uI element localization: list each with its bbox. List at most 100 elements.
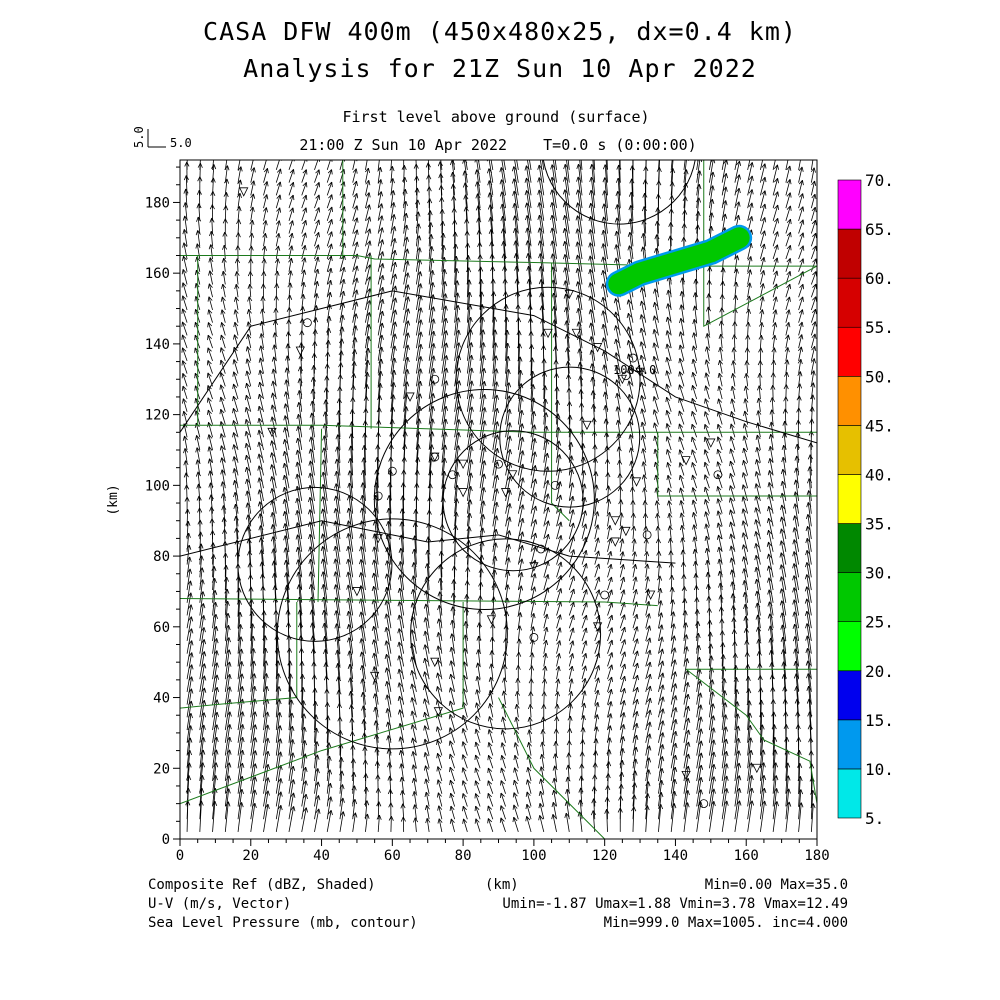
wind-vector-head: [220, 309, 223, 315]
wind-vector: [530, 465, 536, 489]
wind-vector: [237, 636, 242, 667]
wind-vector-head: [328, 206, 333, 211]
wind-vector-head: [262, 220, 267, 225]
wind-vector: [361, 665, 366, 692]
wind-vector: [416, 344, 422, 374]
wind-vector-head: [309, 412, 313, 418]
wind-vector-head: [347, 664, 351, 670]
wind-vector-head: [539, 766, 542, 772]
wind-vector-head: [399, 763, 402, 769]
wind-vector-head: [539, 292, 542, 298]
wind-vector-head: [511, 166, 515, 172]
wind-vector: [414, 535, 417, 565]
wind-vector-head: [535, 532, 538, 538]
wind-vector: [385, 613, 392, 642]
wind-vector-head: [334, 636, 338, 642]
wind-vector-head: [537, 227, 540, 233]
wind-vector: [223, 505, 226, 527]
wind-vector-head: [314, 244, 319, 249]
wind-vector-head: [550, 164, 553, 170]
wind-vector-head: [215, 614, 218, 620]
wind-vector: [411, 629, 417, 654]
wind-vector-head: [331, 243, 333, 249]
wind-vector-head: [263, 271, 267, 277]
wind-vector: [479, 527, 484, 552]
wind-vector: [224, 762, 230, 794]
wind-vector-head: [449, 793, 451, 799]
wind-vector-head: [521, 572, 524, 578]
wind-vector: [466, 594, 468, 616]
wind-vector: [528, 266, 532, 298]
wind-vector: [452, 592, 456, 616]
wind-vector-head: [564, 812, 567, 818]
wind-vector-head: [516, 638, 520, 644]
wind-vector-head: [455, 243, 459, 249]
wind-vector: [492, 461, 498, 489]
wind-vector: [388, 762, 392, 782]
wind-vector-head: [368, 336, 371, 342]
wind-vector: [182, 321, 188, 336]
wind-vector-head: [365, 180, 370, 185]
wind-vector-head: [502, 651, 506, 657]
wind-vector-head: [251, 232, 255, 238]
wind-vector-head: [329, 292, 333, 298]
wind-vector-head: [397, 628, 400, 634]
wind-vector: [424, 725, 430, 743]
wind-vector: [454, 511, 457, 540]
wind-vector-head: [361, 705, 364, 711]
wind-vector-head: [454, 231, 458, 237]
wind-vector-head: [512, 154, 513, 159]
wind-vector: [451, 160, 456, 183]
wind-vector: [452, 160, 456, 170]
wind-vector-head: [520, 585, 524, 591]
wind-vector: [411, 724, 417, 743]
wind-vector: [273, 356, 277, 374]
wind-vector-head: [315, 808, 320, 814]
wind-vector-head: [221, 517, 225, 523]
wind-vector: [377, 322, 383, 349]
wind-vector-head: [223, 244, 228, 250]
wind-vector: [326, 231, 333, 247]
wind-vector-head: [289, 169, 294, 174]
wind-vector-head: [209, 231, 212, 237]
wind-vector: [365, 372, 368, 400]
wind-vector: [263, 168, 268, 183]
wind-vector-head: [220, 469, 223, 475]
wind-vector-head: [342, 811, 346, 817]
wind-vector-head: [248, 309, 252, 314]
wind-vector-head: [340, 278, 345, 284]
wind-vector-head: [277, 660, 281, 666]
wind-vector-head: [359, 507, 363, 513]
wind-vector: [301, 269, 305, 285]
wind-vector-head: [203, 724, 206, 730]
wind-vector: [212, 762, 217, 794]
wind-vector: [263, 160, 267, 171]
wind-vector-head: [293, 779, 296, 785]
wind-vector: [350, 691, 354, 718]
wind-vector: [339, 784, 343, 807]
wind-vector: [515, 253, 519, 285]
wind-vector-head: [429, 210, 433, 216]
wind-vector: [352, 313, 357, 336]
wind-vector: [275, 233, 280, 247]
wind-vector: [412, 602, 417, 629]
wind-vector-head: [534, 424, 537, 430]
wind-vector: [314, 207, 320, 221]
wind-vector: [250, 635, 254, 667]
wind-vector-head: [199, 519, 203, 525]
wind-vector-head: [456, 268, 460, 274]
wind-vector-head: [487, 204, 491, 210]
wind-vector: [198, 190, 201, 209]
wind-vector-head: [259, 549, 262, 555]
wind-vector-head: [233, 309, 236, 315]
wind-vector-head: [308, 584, 312, 590]
wind-vector: [234, 309, 239, 323]
wind-vector: [466, 367, 473, 400]
wind-vector: [224, 649, 230, 680]
wind-vector-head: [397, 614, 400, 620]
wind-vector-head: [393, 394, 396, 400]
wind-vector-head: [356, 241, 359, 247]
wind-vector: [271, 440, 277, 463]
wind-vector-head: [355, 812, 358, 818]
wind-vector-head: [232, 444, 235, 450]
